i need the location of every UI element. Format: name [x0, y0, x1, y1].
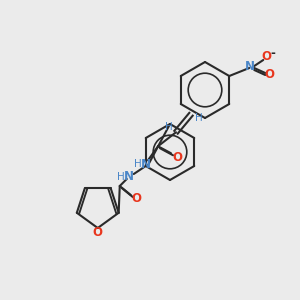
Text: O: O — [93, 226, 103, 238]
Text: O: O — [172, 151, 182, 164]
Text: O: O — [264, 68, 274, 82]
Text: O: O — [261, 50, 271, 64]
Text: H: H — [134, 159, 142, 169]
Text: N: N — [124, 170, 134, 184]
Text: N: N — [245, 61, 255, 74]
Text: H: H — [165, 122, 173, 132]
Text: H: H — [195, 113, 203, 123]
Text: H: H — [117, 172, 124, 182]
Text: N: N — [141, 158, 151, 171]
Text: O: O — [132, 193, 142, 206]
Text: -: - — [271, 46, 276, 59]
